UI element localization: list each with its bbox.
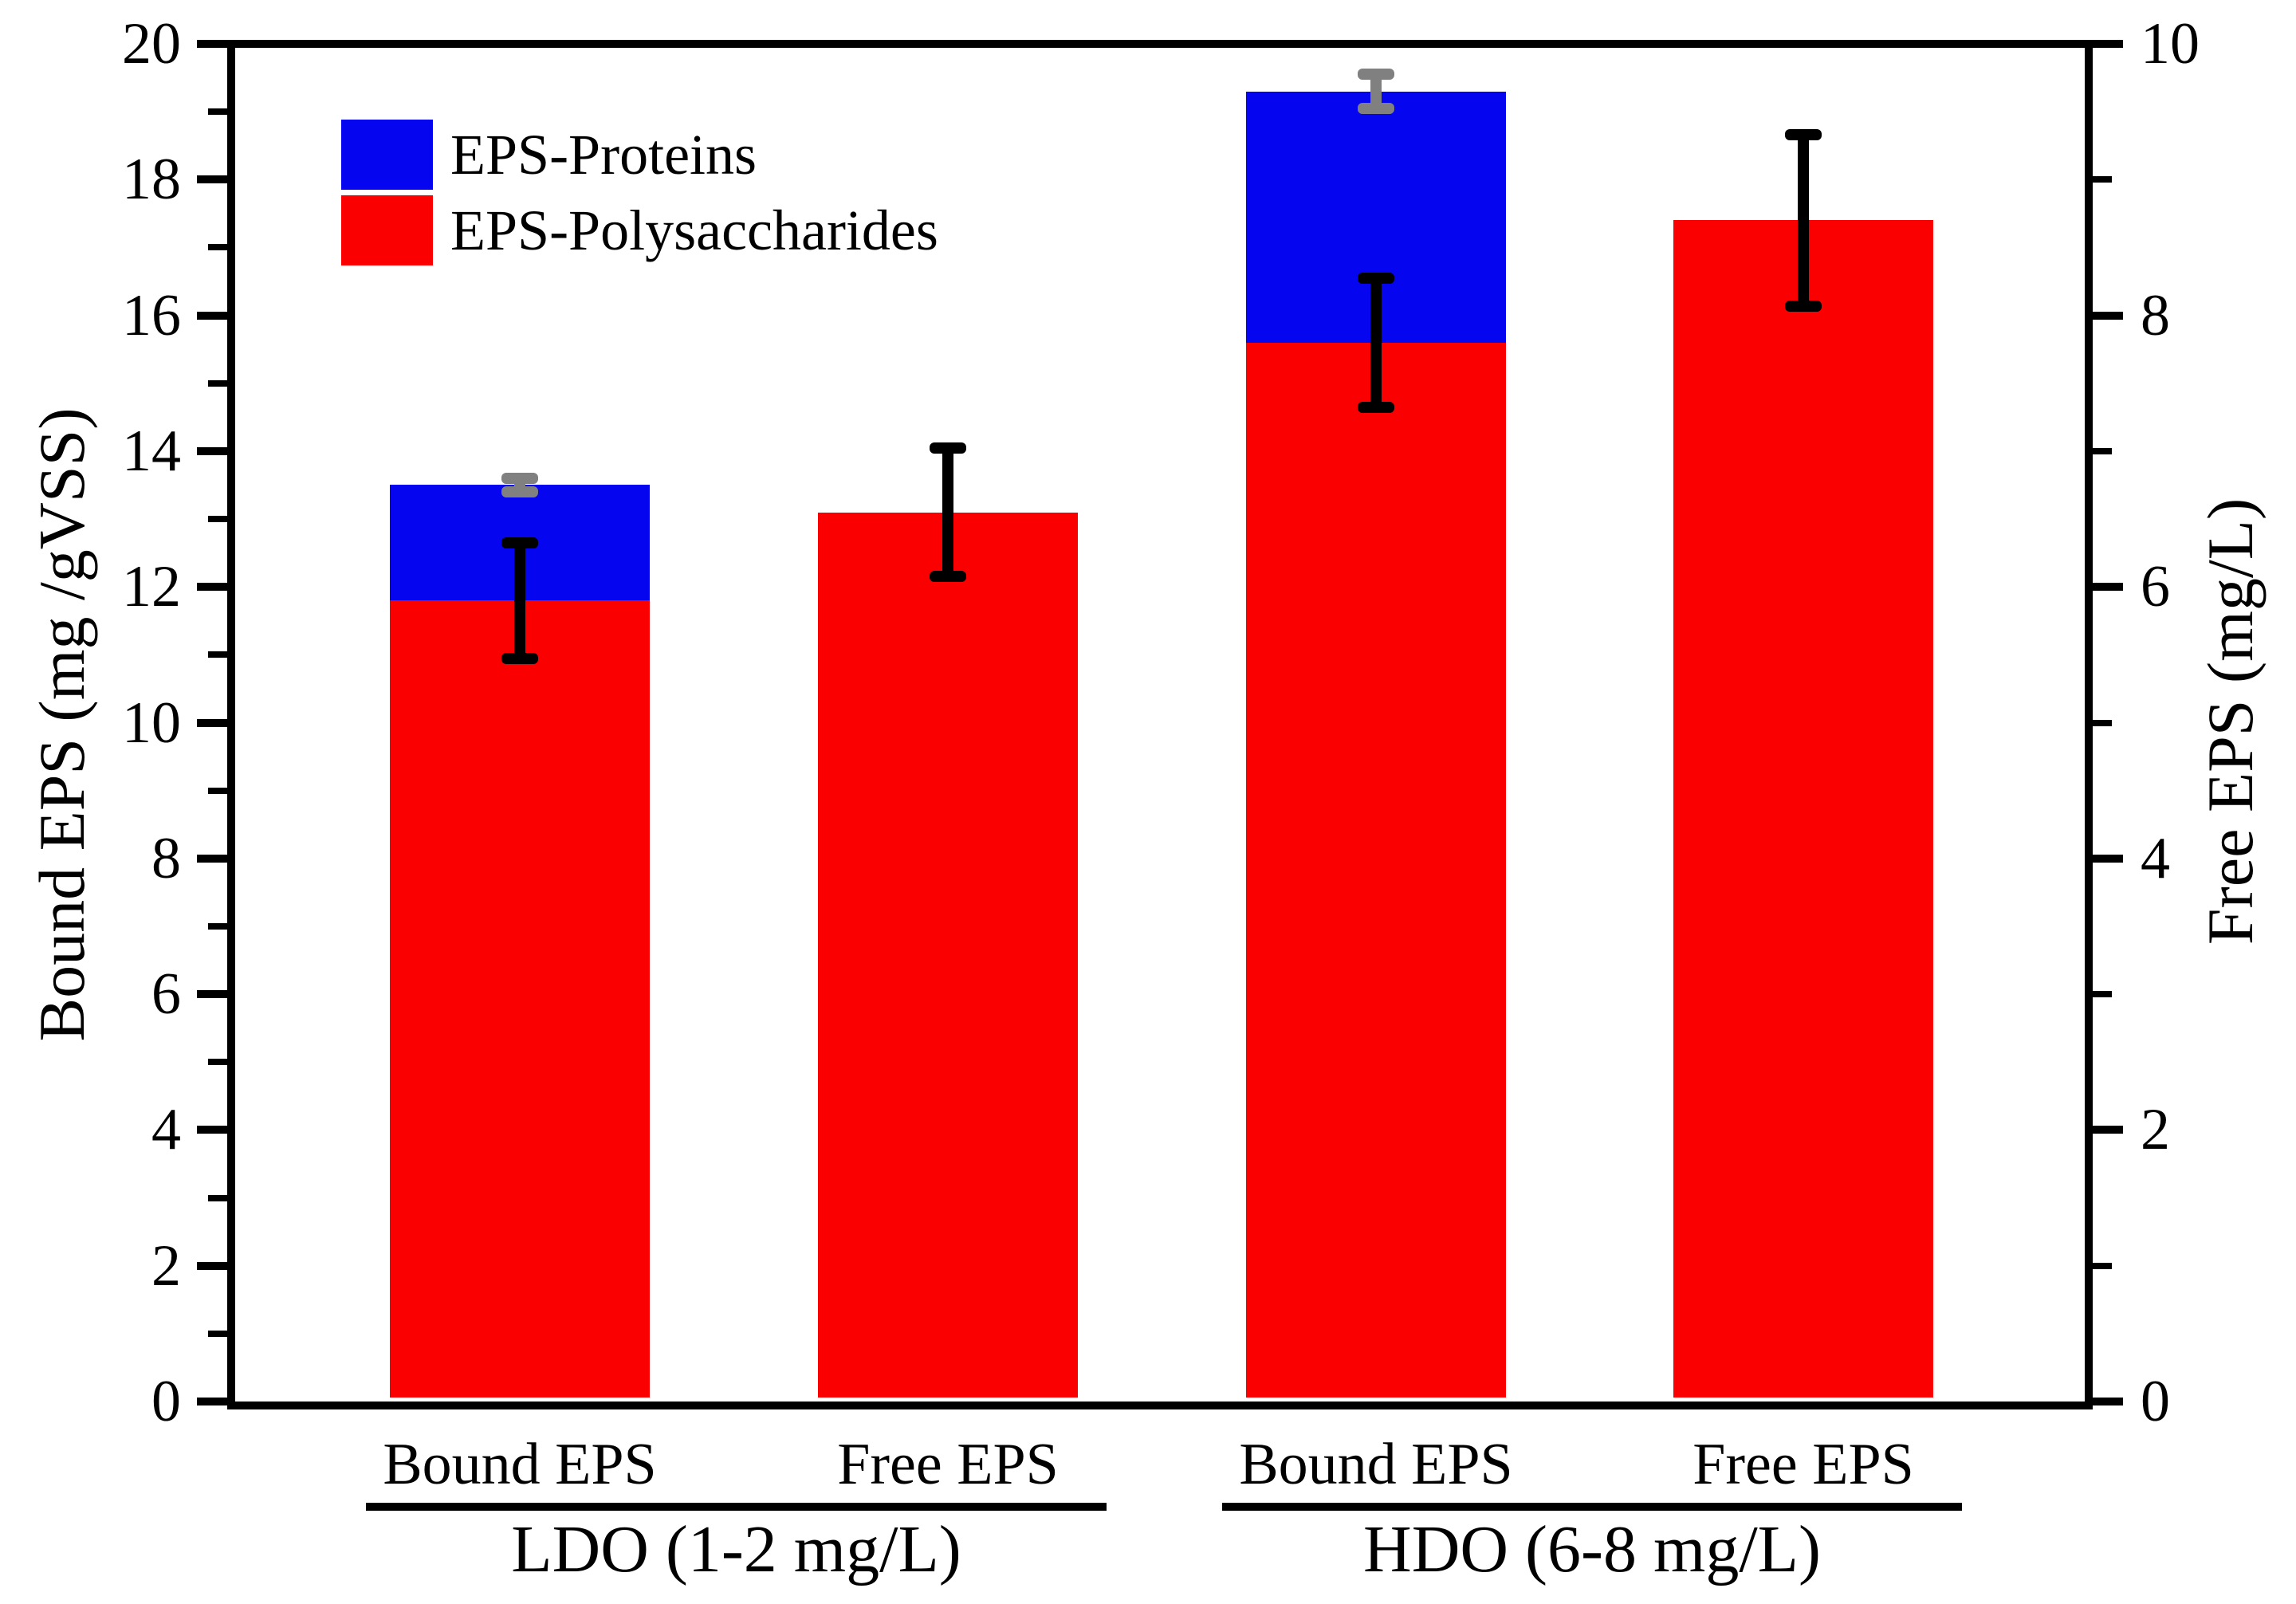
left-axis-major-tick	[197, 1126, 227, 1134]
right-axis-minor-tick	[2093, 991, 2112, 998]
category-label-0: Bound EPS	[383, 1432, 657, 1497]
right-axis-major-tick	[2093, 311, 2123, 320]
bar-segment-eps-polysaccharides	[818, 512, 1078, 1398]
bar-segment-eps-polysaccharides	[1246, 342, 1506, 1398]
bar-segment-eps-polysaccharides	[1673, 220, 1933, 1398]
left-axis-minor-tick	[208, 516, 227, 523]
left-axis-tick-label: 6	[151, 961, 181, 1028]
left-axis-tick-label: 14	[122, 418, 181, 484]
error-bar-cap-bottom	[1358, 102, 1394, 114]
right-axis-major-tick	[2093, 583, 2123, 592]
left-axis-tick-label: 4	[151, 1097, 181, 1163]
error-bar-cap-top	[930, 442, 966, 454]
error-bar-cap-top	[1358, 272, 1394, 284]
left-axis-minor-tick	[208, 1059, 227, 1066]
error-bar-stem	[1370, 277, 1382, 407]
right-axis-tick-label: 0	[2141, 1369, 2170, 1434]
right-axis-major-tick	[2093, 1126, 2123, 1134]
right-axis-minor-tick	[2093, 719, 2112, 726]
error-bar-stem	[942, 448, 953, 576]
left-axis-major-tick	[197, 175, 227, 184]
left-axis-tick-label: 16	[122, 282, 181, 348]
left-axis-tick-label: 12	[122, 554, 181, 620]
left-axis-minor-tick	[208, 379, 227, 387]
left-axis-minor-tick	[208, 1194, 227, 1201]
error-bar-cap-bottom	[930, 570, 966, 582]
error-bar-stem	[514, 542, 525, 659]
error-bar-cap-top	[501, 537, 538, 548]
right-axis-title: Free EPS (mg/L)	[2194, 497, 2267, 945]
legend-label-eps-proteins: EPS-Proteins	[450, 123, 757, 187]
error-bar-cap-bottom	[501, 486, 538, 497]
left-axis-tick-label: 10	[122, 690, 181, 756]
error-bar-stem	[1370, 74, 1382, 108]
left-axis-tick-label: 18	[122, 147, 181, 213]
left-axis-minor-tick	[208, 1330, 227, 1337]
error-bar-cap-top	[1358, 69, 1394, 81]
left-axis-minor-tick	[208, 651, 227, 659]
right-axis-tick-label: 4	[2141, 825, 2170, 891]
left-axis-tick-label: 20	[122, 11, 181, 77]
right-axis-tick-label: 8	[2141, 282, 2170, 348]
left-axis-major-tick	[197, 40, 227, 48]
right-axis-tick-label: 10	[2141, 11, 2200, 77]
left-axis-minor-tick	[208, 108, 227, 116]
left-axis-major-tick	[197, 1261, 227, 1270]
right-axis-major-tick	[2093, 40, 2123, 48]
group-label-0: LDO (1-2 mg/L)	[511, 1512, 961, 1586]
error-bar-stem	[1798, 135, 1809, 306]
left-axis-tick-label: 0	[151, 1369, 181, 1434]
legend-swatch-eps-proteins	[341, 120, 433, 190]
error-bar-cap-top	[501, 472, 538, 484]
right-axis-minor-tick	[2093, 176, 2112, 183]
left-axis-major-tick	[197, 446, 227, 455]
left-axis-minor-tick	[208, 922, 227, 930]
left-axis-tick-label: 8	[151, 825, 181, 891]
category-label-1: Free EPS	[837, 1432, 1059, 1497]
right-axis-major-tick	[2093, 1398, 2123, 1405]
left-axis-tick-label: 2	[151, 1232, 181, 1299]
left-axis-minor-tick	[208, 787, 227, 794]
right-axis-minor-tick	[2093, 1262, 2112, 1269]
error-bar-cap-top	[1785, 129, 1822, 141]
error-bar-cap-bottom	[501, 652, 538, 664]
right-axis-tick-label: 6	[2141, 554, 2170, 620]
left-axis-major-tick	[197, 718, 227, 727]
group-label-1: HDO (6-8 mg/L)	[1363, 1512, 1821, 1586]
left-axis-title: Bound EPS (mg /gVSS)	[26, 407, 98, 1042]
right-axis-major-tick	[2093, 854, 2123, 863]
left-axis-major-tick	[197, 311, 227, 320]
bar-segment-eps-polysaccharides	[390, 600, 650, 1398]
error-bar-cap-bottom	[1785, 300, 1822, 312]
legend-swatch-eps-polysaccharides	[341, 195, 433, 265]
group-underline-0	[366, 1503, 1107, 1511]
right-axis-minor-tick	[2093, 447, 2112, 454]
category-label-2: Bound EPS	[1239, 1432, 1513, 1497]
group-underline-1	[1222, 1503, 1962, 1511]
left-axis-major-tick	[197, 583, 227, 592]
left-axis-major-tick	[197, 990, 227, 999]
legend-label-eps-polysaccharides: EPS-Polysaccharides	[450, 199, 938, 262]
left-axis-major-tick	[197, 1398, 227, 1405]
category-label-3: Free EPS	[1693, 1432, 1914, 1497]
left-axis-major-tick	[197, 854, 227, 863]
left-axis-minor-tick	[208, 244, 227, 251]
right-axis-tick-label: 2	[2141, 1097, 2170, 1163]
error-bar-cap-bottom	[1358, 401, 1394, 413]
